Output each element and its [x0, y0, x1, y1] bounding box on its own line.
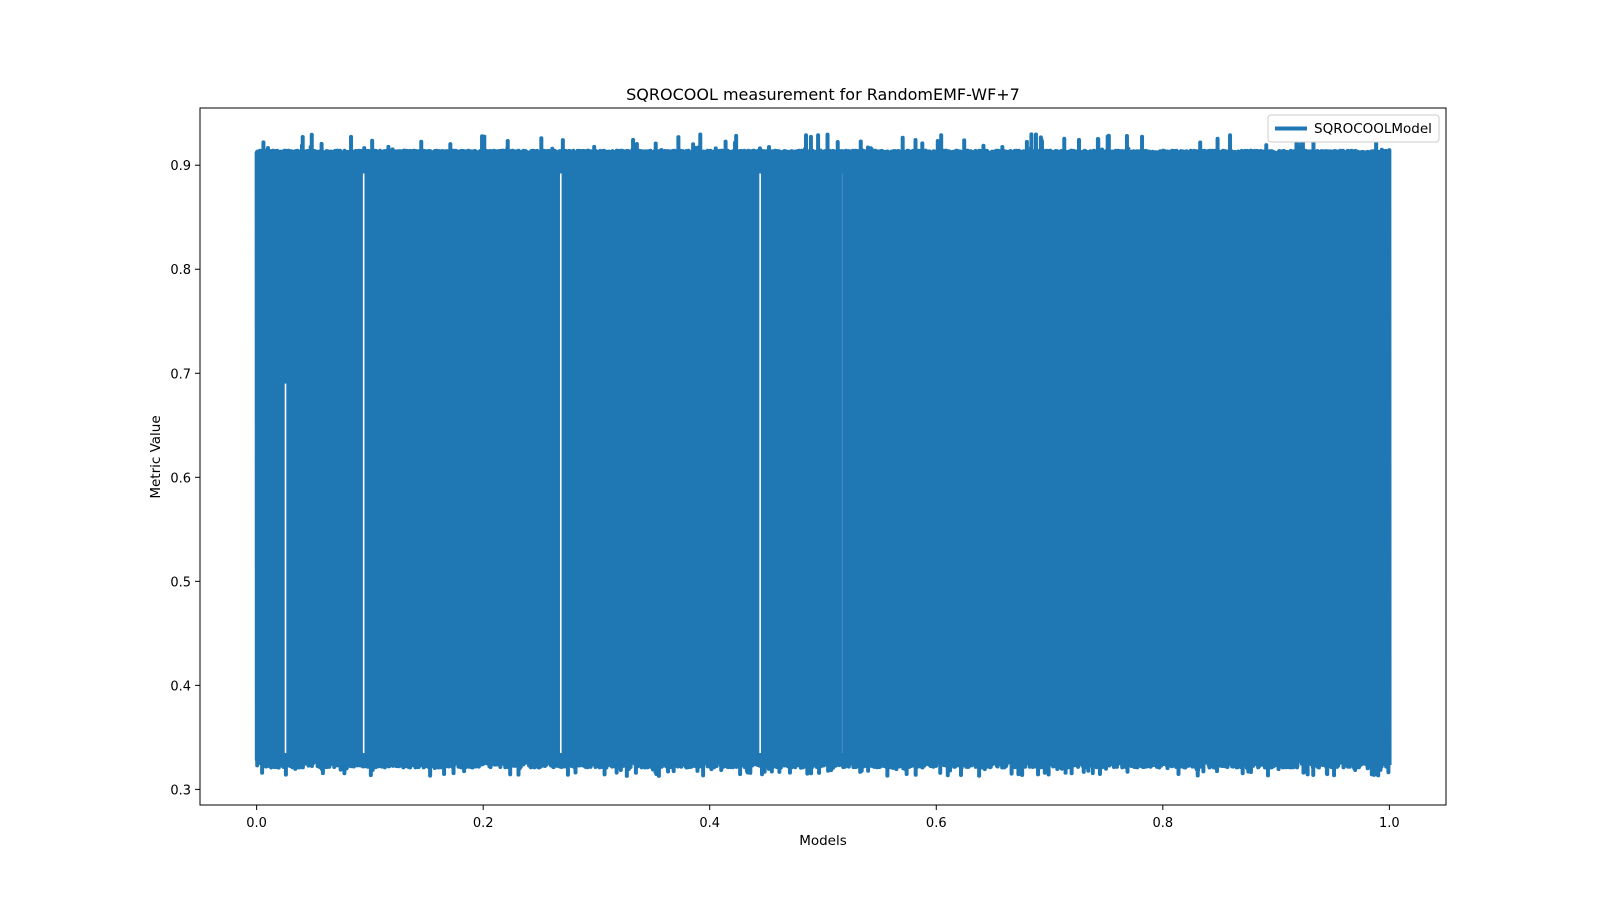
x-tick-label: 1.0 [1379, 816, 1400, 831]
y-tick-label: 0.7 [170, 367, 191, 382]
series-sqrocoolmodel [254, 132, 1392, 778]
plot-frame [199, 107, 1447, 806]
y-tick-label: 0.4 [170, 679, 191, 694]
legend-label-sqrocoolmodel: SQROCOOLModel [1314, 121, 1432, 137]
y-axis: 0.3 0.4 0.5 0.6 0.7 0.8 0.9 [170, 159, 200, 798]
y-tick-label: 0.8 [170, 263, 191, 278]
x-axis: 0.0 0.2 0.4 0.6 0.8 1.0 [246, 805, 1400, 831]
chart-title: SQROCOOL measurement for RandomEMF-WF+7 [626, 85, 1020, 104]
x-axis-title: Models [799, 833, 847, 849]
x-tick-label: 0.2 [473, 816, 494, 831]
y-tick-label: 0.3 [170, 783, 191, 798]
y-axis-title: Metric Value [148, 415, 164, 498]
legend: SQROCOOLModel [1267, 114, 1440, 143]
plot-area [199, 107, 1447, 806]
x-tick-label: 0.6 [926, 816, 947, 831]
legend-box [1267, 114, 1440, 143]
x-tick-label: 0.4 [699, 816, 720, 831]
x-tick-label: 0.0 [246, 816, 267, 831]
y-tick-label: 0.5 [170, 575, 191, 590]
series-line-sqrocoolmodel [254, 132, 1392, 778]
y-tick-label: 0.9 [170, 159, 191, 174]
y-tick-label: 0.6 [170, 471, 191, 486]
x-tick-label: 0.8 [1152, 816, 1173, 831]
